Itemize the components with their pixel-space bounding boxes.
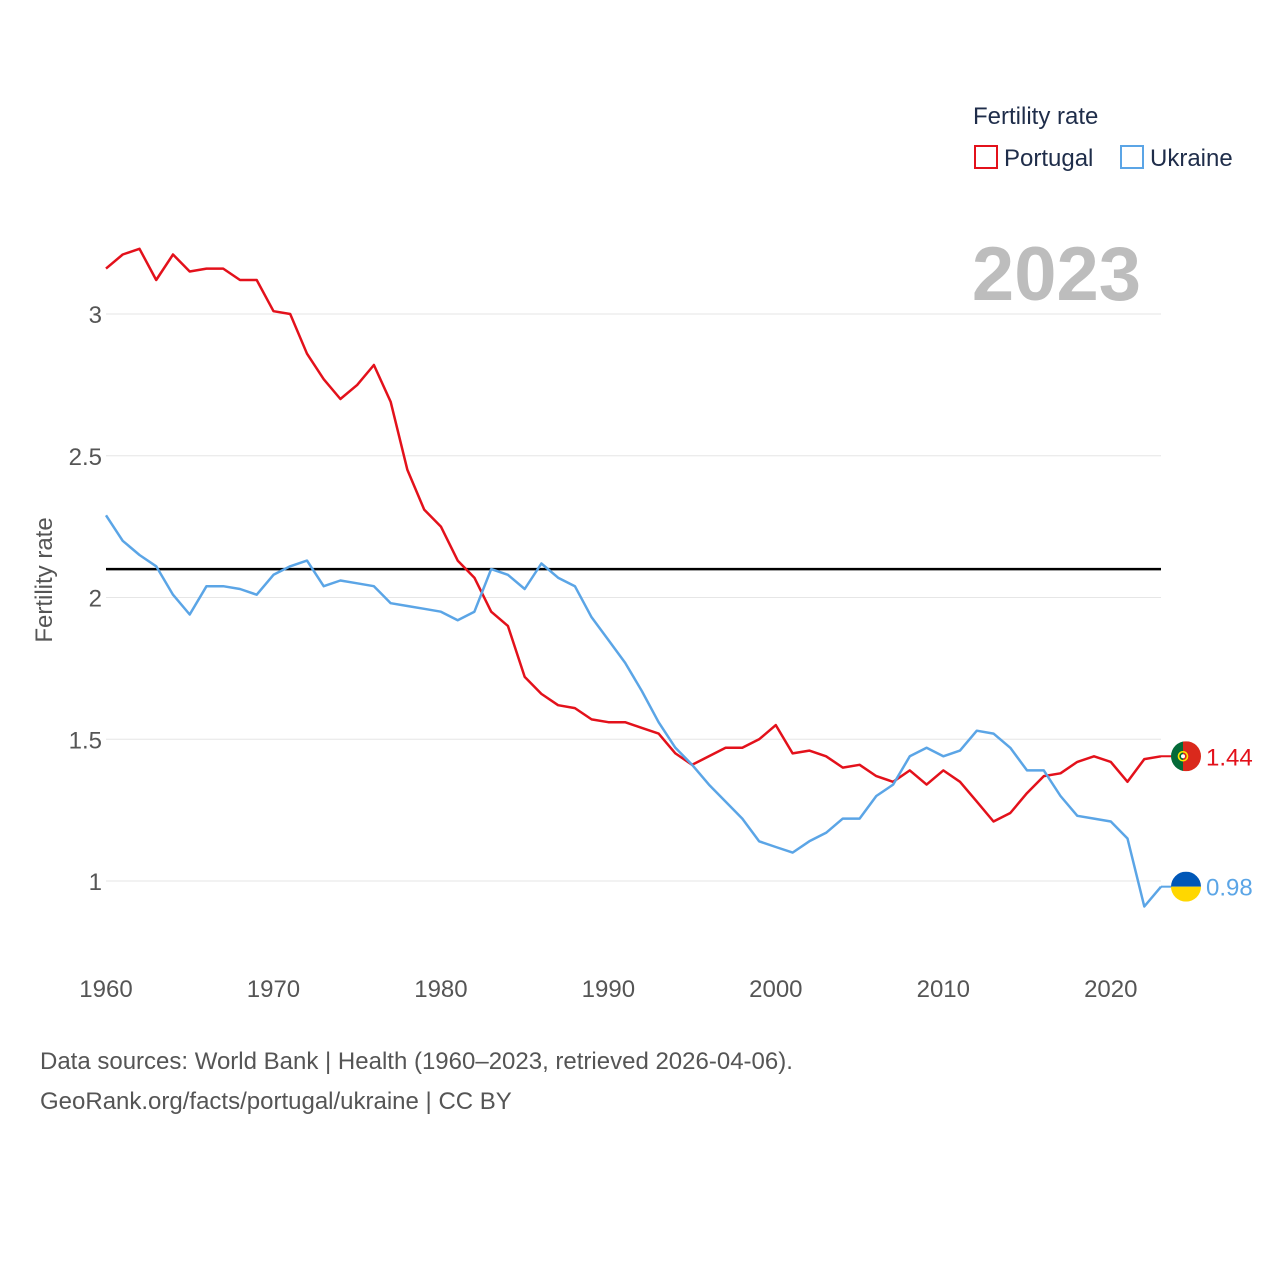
fertility-rate-chart: 1 1.5 2 2.5 3 1960 1970 1980 1990 2000 2010 2020 F… [31,103,1253,1003]
ukraine-flag-icon [1171,871,1201,902]
y-tick-label: 1.5 [69,727,102,754]
x-tick-label: 1970 [247,976,300,1003]
y-tick-label: 2 [89,586,102,613]
x-axis-ticks: 1960 1970 1980 1990 2000 2010 2020 [79,976,1137,1003]
y-tick-label: 3 [89,302,102,329]
end-markers: 1.44 0.98 [1161,741,1253,902]
year-watermark: 2023 [972,232,1141,317]
legend-label-ukraine: Ukraine [1150,145,1233,172]
source-note: Data sources: World Bank | Health (1960–… [40,1042,793,1122]
x-tick-label: 2000 [749,976,802,1003]
x-tick-label: 1960 [79,976,132,1003]
x-tick-label: 1980 [414,976,467,1003]
x-tick-label: 2010 [917,976,970,1003]
x-tick-label: 1990 [582,976,635,1003]
legend-label-portugal: Portugal [1004,145,1093,172]
end-value-label-ukraine: 0.98 [1206,875,1253,902]
source-line-2: GeoRank.org/facts/portugal/ukraine | CC … [40,1088,512,1115]
series-lines [104,247,1162,908]
y-axis-ticks: 1 1.5 2 2.5 3 [69,302,102,896]
legend-swatch-portugal [974,145,998,169]
portugal-flag-icon [1171,741,1201,772]
legend: Fertility rate Portugal Ukraine [973,103,1233,172]
y-tick-label: 1 [89,869,102,896]
legend-title: Fertility rate [973,103,1098,130]
series-line-ukraine [104,514,1162,908]
y-axis-title: Fertility rate [31,517,58,642]
gridlines [106,313,1161,882]
y-tick-label: 2.5 [69,444,102,471]
x-tick-label: 2020 [1084,976,1137,1003]
legend-swatch-ukraine [1120,145,1144,169]
source-line-1: Data sources: World Bank | Health (1960–… [40,1048,793,1075]
end-value-label-portugal: 1.44 [1206,744,1253,771]
series-line-portugal [105,247,1162,823]
